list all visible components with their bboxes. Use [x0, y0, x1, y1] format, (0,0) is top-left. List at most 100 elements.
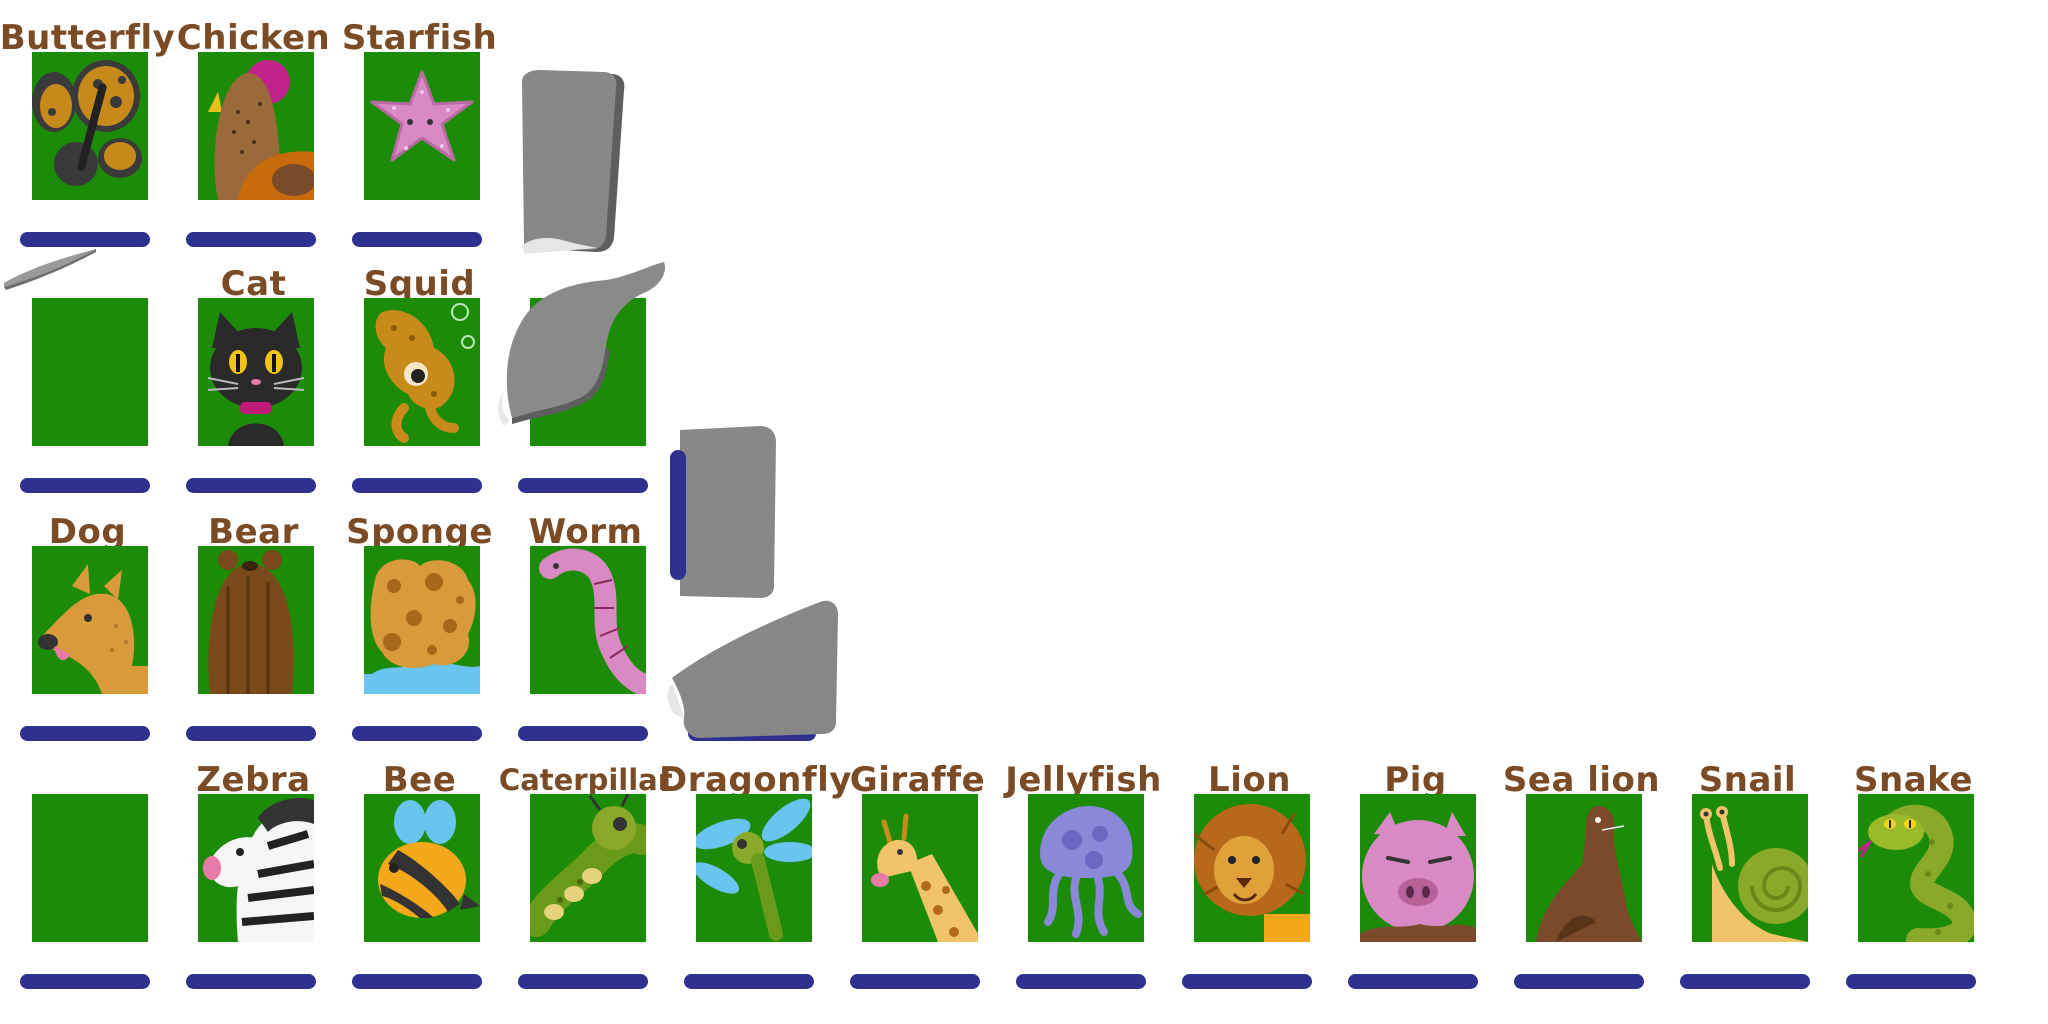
animal-card[interactable]: [1858, 794, 1974, 942]
animal-card[interactable]: [364, 52, 480, 200]
card-slot-cat[interactable]: Cat: [186, 246, 321, 502]
card-slot-squid[interactable]: Squid: [352, 246, 487, 502]
flipping-card-4: [670, 426, 776, 598]
animal-card[interactable]: [530, 794, 646, 942]
card-label: Caterpillar: [498, 763, 673, 797]
slot-bar: [186, 974, 316, 989]
card-slot-pig[interactable]: Pig: [1348, 742, 1483, 998]
slot-bar: [20, 478, 150, 493]
card-label: Zebra: [196, 760, 311, 800]
animal-card[interactable]: [1360, 794, 1476, 942]
card-slot-bee[interactable]: Bee: [352, 742, 487, 998]
blank-card[interactable]: [530, 298, 646, 446]
cat-icon: [207, 312, 305, 446]
animal-card[interactable]: [862, 794, 978, 942]
sponge-icon: [364, 559, 480, 694]
slot-bar: [186, 726, 316, 741]
card-slot-zebra[interactable]: Zebra: [186, 742, 321, 998]
slot-bar: [20, 974, 150, 989]
slot-bar: [518, 478, 648, 493]
card-slot-empty[interactable]: [518, 0, 653, 256]
butterfly-icon: [32, 60, 142, 186]
card-slot-jellyfish[interactable]: Jellyfish: [1005, 742, 1161, 998]
card-label: Sea lion: [1502, 760, 1661, 800]
card-slot-caterpillar[interactable]: Caterpillar: [499, 742, 672, 998]
card-label: Lion: [1208, 760, 1291, 800]
slot-bar: [352, 232, 482, 247]
card-slot-dog[interactable]: Dog: [20, 494, 155, 750]
animal-card[interactable]: [1028, 794, 1144, 942]
jellyfish-icon: [1040, 806, 1142, 938]
bear-icon: [208, 550, 294, 694]
card-slot-worm[interactable]: Worm: [518, 494, 653, 750]
slot-bar: [688, 726, 816, 741]
card-slot-snake[interactable]: Snake: [1846, 742, 1981, 998]
slot-bar: [20, 726, 150, 741]
zebra-icon: [203, 798, 314, 942]
animal-card[interactable]: [198, 298, 314, 446]
card-slot-snail[interactable]: Snail: [1680, 742, 1815, 998]
flipping-card-5: [667, 600, 838, 738]
squid-icon: [375, 303, 475, 443]
slot-bar: [352, 478, 482, 493]
card-label: Starfish: [341, 18, 498, 58]
card-label: Sponge: [346, 512, 493, 552]
bee-icon: [378, 800, 480, 918]
card-label: Bear: [208, 512, 299, 552]
animal-card[interactable]: [364, 794, 480, 942]
card-label: Butterfly: [0, 18, 176, 58]
card-slot-sponge[interactable]: Sponge: [346, 494, 492, 750]
slot-bar: [850, 974, 980, 989]
slot-bar: [684, 974, 814, 989]
animal-card[interactable]: [364, 298, 480, 446]
card-label: Dragonfly: [659, 760, 852, 800]
card-label: Giraffe: [849, 760, 986, 800]
animal-card[interactable]: [198, 794, 314, 942]
slot-bar: [1016, 974, 1146, 989]
animal-card[interactable]: [696, 794, 812, 942]
animal-card[interactable]: [198, 546, 314, 694]
dragonfly-icon: [696, 798, 812, 941]
card-slot-chicken[interactable]: Chicken: [177, 0, 330, 256]
card-slot-giraffe[interactable]: Giraffe: [850, 742, 985, 998]
animal-card[interactable]: [530, 546, 646, 694]
slot-bar: [518, 726, 648, 741]
caterpillar-icon: [530, 794, 646, 937]
animal-card[interactable]: [32, 52, 148, 200]
card-label: Jellyfish: [1005, 760, 1162, 800]
card-label: Snake: [1854, 760, 1973, 800]
card-slot-bear[interactable]: Bear: [186, 494, 321, 750]
animal-card[interactable]: [32, 546, 148, 694]
slot-bar: [352, 726, 482, 741]
card-slot-sea-lion[interactable]: Sea lion: [1503, 742, 1660, 998]
card-label: Worm: [528, 512, 643, 552]
card-slot-empty[interactable]: [20, 246, 155, 502]
card-label: Squid: [363, 264, 476, 304]
giraffe-icon: [871, 813, 978, 942]
snake-icon: [1858, 804, 1974, 942]
blank-card[interactable]: [32, 794, 148, 942]
worm-icon: [539, 548, 646, 694]
starfish-icon: [370, 70, 474, 162]
slot-bar: [518, 974, 648, 989]
animal-card[interactable]: [1194, 794, 1310, 942]
card-slot-empty[interactable]: [20, 742, 155, 998]
blank-card[interactable]: [32, 298, 148, 446]
card-slot-empty[interactable]: [518, 246, 653, 502]
sea-lion-icon: [1536, 806, 1642, 942]
chicken-icon: [208, 60, 314, 200]
card-slot-lion[interactable]: Lion: [1182, 742, 1317, 998]
card-label: Snail: [1698, 760, 1797, 800]
pig-icon: [1360, 812, 1476, 942]
animal-card[interactable]: [1692, 794, 1808, 942]
animal-card[interactable]: [198, 52, 314, 200]
dog-icon: [38, 564, 148, 694]
card-slot-dragonfly[interactable]: Dragonfly: [659, 742, 851, 998]
animal-card[interactable]: [1526, 794, 1642, 942]
slot-bar: [20, 232, 150, 247]
card-slot-butterfly[interactable]: Butterfly: [0, 0, 175, 256]
card-slot-starfish[interactable]: Starfish: [342, 0, 497, 256]
slot-bar: [352, 974, 482, 989]
animal-card[interactable]: [364, 546, 480, 694]
card-label: Bee: [382, 760, 457, 800]
